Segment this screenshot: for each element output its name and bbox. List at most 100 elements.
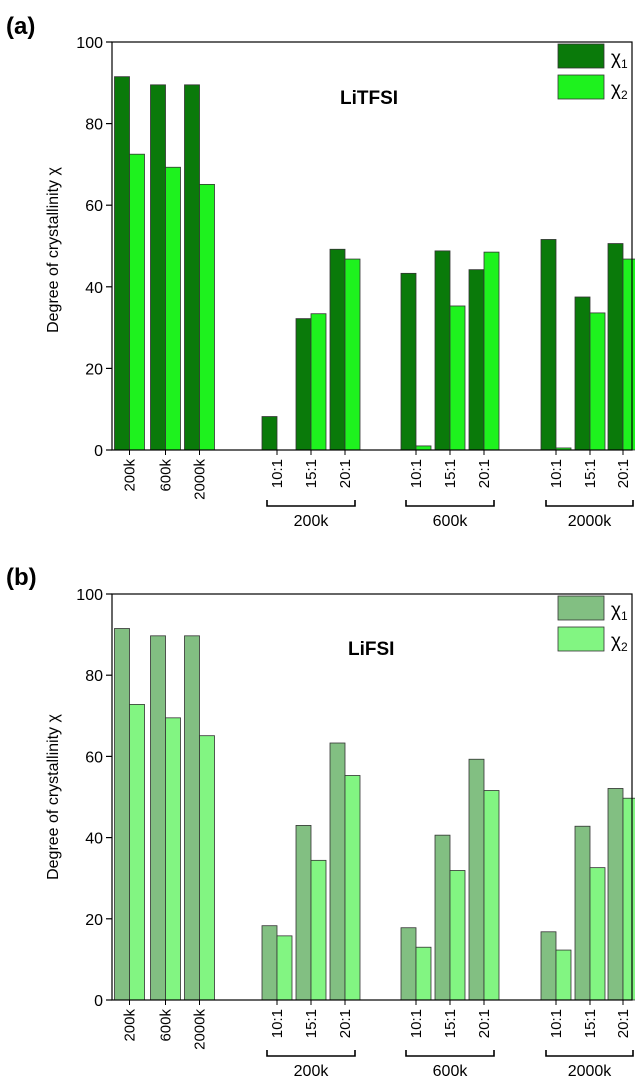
chart-panel-b: (b) Degree of crystallinity χ 0 20 40 60 80 1… (6, 564, 635, 1080)
bar-chi1-1 (150, 635, 166, 1001)
group-brackets-a: 200k 600k 2000k (266, 500, 634, 530)
bar-chi2-1 (165, 166, 181, 451)
bar-chi2-10 (589, 867, 606, 1001)
y-axis-label-b: Degree of crystallinity χ (45, 714, 62, 880)
x-tick-label: 2000k (192, 459, 209, 500)
x-axis-a: 200k 600k 2000k 10:1 15:1 20:1 10:1 15:1 20:1 10:… (122, 450, 632, 500)
bars-a (114, 76, 635, 451)
legend-swatch-chi1-b (557, 595, 605, 621)
chart-panel-a: (a) Degree of crystallinity χ 0 20 40 60 80 1… (6, 13, 635, 530)
group-bracket (545, 1050, 634, 1057)
x-tick-label: 10:1 (408, 459, 425, 488)
chart-title-a: LiTFSI (340, 88, 398, 109)
bar-chi1-7 (434, 834, 451, 1001)
x-tick-label: 10:1 (269, 1009, 286, 1038)
y-axis-b: 0 20 40 60 80 100 (76, 587, 112, 1010)
y-axis-label-a: Degree of crystallinity χ (45, 167, 62, 333)
bar-chi1-10 (574, 296, 591, 451)
y-tick-label: 0 (94, 443, 103, 460)
plot-area-a: 0 20 40 60 80 100 200k 600k 2000k 10:1 15:1 20:1 10… (76, 35, 635, 530)
group-bracket (545, 500, 634, 507)
bar-chi2-2 (199, 735, 215, 1001)
bar-chi2-7 (449, 305, 466, 451)
x-tick-label: 10:1 (269, 459, 286, 488)
group-label: 200k (294, 1063, 330, 1080)
bar-chi1-6 (400, 272, 417, 451)
y-tick-label: 40 (85, 280, 103, 297)
bar-chi1-9 (540, 239, 557, 451)
x-tick-label: 20:1 (615, 1009, 632, 1038)
x-tick-label: 2000k (192, 1009, 209, 1050)
y-axis-a: 0 20 40 60 80 100 (76, 35, 112, 460)
x-tick-label: 600k (158, 1009, 175, 1042)
group-label: 2000k (568, 513, 613, 530)
y-tick-label: 80 (85, 117, 103, 134)
bar-chi2-7 (449, 870, 466, 1001)
bar-chi1-5 (329, 248, 346, 451)
bar-chi2-0 (129, 704, 145, 1001)
y-tick-label: 20 (85, 912, 103, 929)
y-tick-label: 0 (94, 993, 103, 1010)
bar-chi2-11 (622, 797, 635, 1001)
legend-swatch-chi2-a (557, 74, 605, 100)
bar-chi1-3 (261, 925, 278, 1001)
bar-chi1-7 (434, 250, 451, 451)
legend-label-chi1-b: χ1 (611, 600, 628, 623)
x-tick-label: 20:1 (337, 1009, 354, 1038)
group-bracket (405, 500, 495, 507)
plot-area-b: 0 20 40 60 80 100 200k 600k 2000k 10:1 15:1 20:1 10… (76, 587, 635, 1080)
bar-chi2-6 (415, 445, 432, 451)
y-tick-label: 60 (85, 198, 103, 215)
bar-chi1-6 (400, 927, 417, 1001)
x-tick-label: 15:1 (442, 1009, 459, 1038)
x-tick-label: 200k (122, 1009, 139, 1042)
x-tick-label: 15:1 (582, 459, 599, 488)
bar-chi1-4 (295, 318, 312, 451)
legend-label-chi2-b: χ2 (611, 631, 628, 654)
bar-chi1-0 (114, 628, 130, 1001)
group-brackets-b: 200k 600k 2000k (266, 1050, 634, 1080)
y-tick-label: 60 (85, 749, 103, 766)
bar-chi1-3 (261, 416, 278, 451)
bar-chi2-3 (276, 935, 293, 1001)
bar-chi1-11 (607, 243, 624, 451)
bar-chi2-1 (165, 717, 181, 1001)
x-axis-b: 200k 600k 2000k 10:1 15:1 20:1 10:1 15:1 20:1 10:… (122, 1000, 632, 1050)
bar-chi1-4 (295, 825, 312, 1001)
bar-chi2-2 (199, 183, 215, 451)
bar-chi1-8 (468, 269, 485, 451)
legend-b: χ1 χ2 (557, 595, 628, 654)
legend-swatch-chi2-b (557, 626, 605, 652)
bar-chi2-5 (344, 258, 361, 451)
legend-a: χ1 χ2 (557, 43, 628, 102)
x-tick-label: 20:1 (337, 459, 354, 488)
group-label: 2000k (568, 1063, 613, 1080)
bar-chi2-9 (555, 949, 572, 1001)
bar-chi1-1 (150, 84, 166, 451)
y-tick-label: 80 (85, 668, 103, 685)
x-tick-label: 10:1 (548, 1009, 565, 1038)
bars-b (114, 628, 635, 1001)
bar-chi1-2 (184, 635, 200, 1001)
plot-frame-b (111, 593, 633, 1001)
bar-chi2-5 (344, 775, 361, 1001)
x-tick-label: 15:1 (303, 459, 320, 488)
group-label: 200k (294, 513, 330, 530)
bar-chi1-5 (329, 742, 346, 1001)
y-tick-label: 40 (85, 831, 103, 848)
group-label: 600k (433, 1063, 469, 1080)
x-tick-label: 10:1 (408, 1009, 425, 1038)
bar-chi2-0 (129, 153, 145, 451)
group-bracket (266, 1050, 356, 1057)
x-tick-label: 20:1 (615, 459, 632, 488)
group-label: 600k (433, 513, 469, 530)
legend-label-chi1-a: χ1 (611, 48, 628, 71)
x-tick-label: 15:1 (442, 459, 459, 488)
bar-chi2-11 (622, 258, 635, 451)
plot-frame-a (111, 41, 633, 451)
panel-label-b: (b) (6, 564, 37, 591)
bar-chi2-4 (310, 859, 327, 1001)
x-tick-label: 600k (158, 459, 175, 492)
x-tick-label: 15:1 (303, 1009, 320, 1038)
